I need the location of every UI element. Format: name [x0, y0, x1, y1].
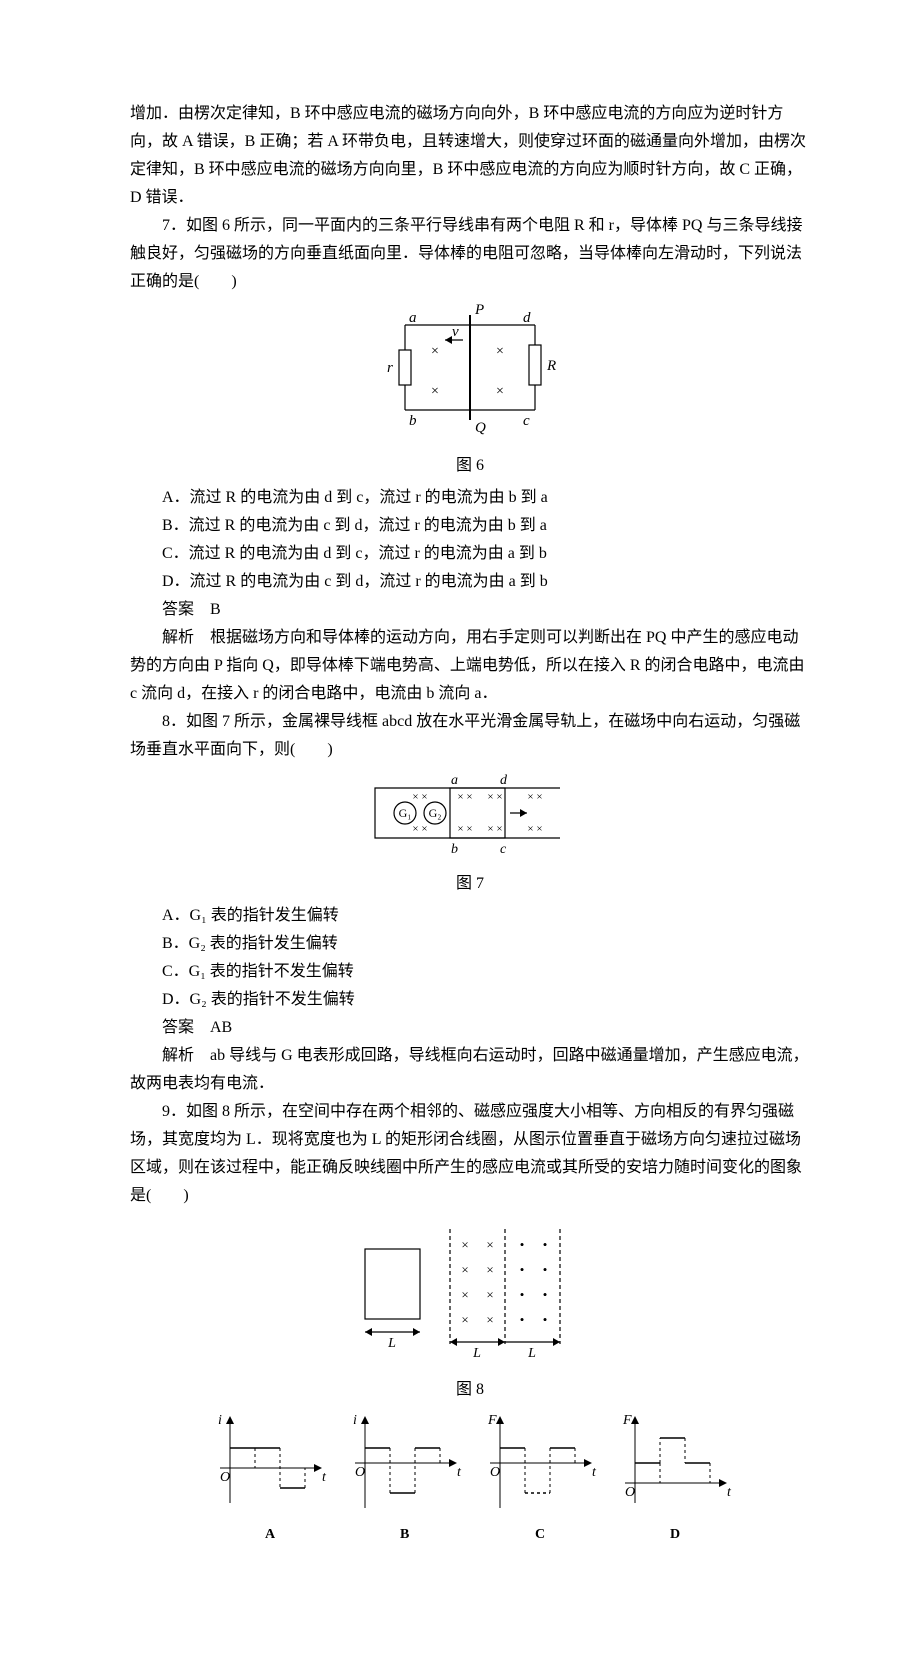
q8-optC: C．G₁ 表的指针不发生偏转 — [130, 958, 810, 986]
q7-answer: 答案 B — [130, 596, 810, 624]
label-L3: L — [527, 1346, 536, 1361]
q9-stem: 9．如图 8 所示，在空间中存在两个相邻的、磁感应强度大小相等、方向相反的有界匀… — [130, 1098, 810, 1210]
q8-explain: 解析 ab 导线与 G 电表形成回路，导线框向右运动时，回路中磁通量增加，产生感… — [130, 1042, 810, 1098]
svg-text:i: i — [353, 1413, 357, 1428]
svg-text:A: A — [265, 1527, 276, 1542]
q7-optB: B．流过 R 的电流为由 c 到 d，流过 r 的电流为由 b 到 a — [130, 512, 810, 540]
intro-continuation: 增加．由楞次定律知，B 环中感应电流的磁场方向向外，B 环中感应电流的方向应为逆… — [130, 100, 810, 212]
label-c8: c — [500, 842, 507, 857]
q8-stem: 8．如图 7 所示，金属裸导线框 abcd 放在水平光滑金属导轨上，在磁场中向右… — [130, 708, 810, 764]
svg-text:× ×: × × — [527, 823, 542, 835]
svg-text:F: F — [622, 1413, 632, 1428]
label-b8: b — [451, 842, 458, 857]
svg-text:×: × — [431, 344, 439, 359]
label-a8: a — [451, 773, 458, 788]
svg-text:i: i — [218, 1413, 222, 1428]
q7-stem: 7．如图 6 所示，同一平面内的三条平行导线串有两个电阻 R 和 r，导体棒 P… — [130, 212, 810, 296]
svg-text:•: • — [543, 1237, 548, 1252]
svg-text:×: × — [461, 1287, 468, 1302]
svg-text:× ×: × × — [457, 823, 472, 835]
label-G2: G₂ — [429, 806, 442, 820]
svg-text:×: × — [486, 1287, 493, 1302]
q7-optA: A．流过 R 的电流为由 d 到 c，流过 r 的电流为由 b 到 a — [130, 484, 810, 512]
label-d: d — [523, 310, 531, 326]
svg-text:F: F — [487, 1413, 497, 1428]
svg-text:× ×: × × — [527, 791, 542, 803]
q8-figure: × × × × × × × × × × × × × × × × G₁ G₂ a d b c — [130, 768, 810, 868]
label-L1: L — [387, 1336, 396, 1351]
svg-text:B: B — [400, 1527, 409, 1542]
q9-caption: 图 8 — [130, 1376, 810, 1404]
svg-text:× ×: × × — [487, 823, 502, 835]
svg-text:t: t — [457, 1465, 462, 1480]
label-R: R — [546, 358, 556, 374]
q7-explain: 解析 根据磁场方向和导体棒的运动方向，用右手定则可以判断出在 PQ 中产生的感应… — [130, 624, 810, 708]
svg-text:t: t — [322, 1470, 327, 1485]
svg-text:×: × — [461, 1237, 468, 1252]
svg-text:•: • — [520, 1312, 525, 1327]
q8-optD: D．G₂ 表的指针不发生偏转 — [130, 986, 810, 1014]
svg-text:D: D — [670, 1527, 680, 1542]
label-b: b — [409, 413, 417, 429]
q8-optB: B．G₂ 表的指针发生偏转 — [130, 930, 810, 958]
q7-caption: 图 6 — [130, 452, 810, 480]
q9-figure-setup: × × × × × × × × • • • • • • • • L L L — [130, 1214, 810, 1374]
label-v: v — [452, 324, 459, 340]
q9-answer-graphs: i O t A i O t B — [130, 1408, 810, 1568]
svg-text:t: t — [727, 1485, 732, 1500]
svg-text:×: × — [496, 384, 504, 399]
label-d8: d — [500, 773, 508, 788]
svg-text:•: • — [543, 1262, 548, 1277]
svg-text:×: × — [486, 1262, 493, 1277]
svg-text:O: O — [355, 1465, 365, 1480]
label-P: P — [474, 302, 484, 318]
svg-text:× ×: × × — [412, 791, 427, 803]
label-G1: G₁ — [399, 806, 412, 820]
svg-text:× ×: × × — [487, 791, 502, 803]
label-c: c — [523, 413, 530, 429]
svg-text:•: • — [543, 1312, 548, 1327]
label-a: a — [409, 310, 417, 326]
q7-optD: D．流过 R 的电流为由 c 到 d，流过 r 的电流为由 a 到 b — [130, 568, 810, 596]
q8-answer: 答案 AB — [130, 1014, 810, 1042]
svg-text:×: × — [496, 344, 504, 359]
q8-optA: A．G₁ 表的指针发生偏转 — [130, 902, 810, 930]
svg-text:×: × — [431, 384, 439, 399]
svg-text:×: × — [461, 1262, 468, 1277]
svg-text:×: × — [461, 1312, 468, 1327]
svg-text:•: • — [520, 1287, 525, 1302]
svg-text:×: × — [486, 1237, 493, 1252]
label-Q: Q — [475, 420, 486, 436]
svg-text:C: C — [535, 1527, 545, 1542]
q7-optC: C．流过 R 的电流为由 d 到 c，流过 r 的电流为由 a 到 b — [130, 540, 810, 568]
label-L2: L — [472, 1346, 481, 1361]
q7-figure: × × × × P Q a b c d R r v — [130, 300, 810, 450]
svg-text:× ×: × × — [457, 791, 472, 803]
svg-text:× ×: × × — [412, 823, 427, 835]
q8-caption: 图 7 — [130, 870, 810, 898]
svg-text:•: • — [520, 1237, 525, 1252]
svg-text:×: × — [486, 1312, 493, 1327]
svg-text:O: O — [490, 1465, 500, 1480]
svg-text:t: t — [592, 1465, 597, 1480]
label-r: r — [387, 360, 393, 376]
svg-text:O: O — [625, 1485, 635, 1500]
svg-text:•: • — [520, 1262, 525, 1277]
svg-text:O: O — [220, 1470, 230, 1485]
svg-text:•: • — [543, 1287, 548, 1302]
